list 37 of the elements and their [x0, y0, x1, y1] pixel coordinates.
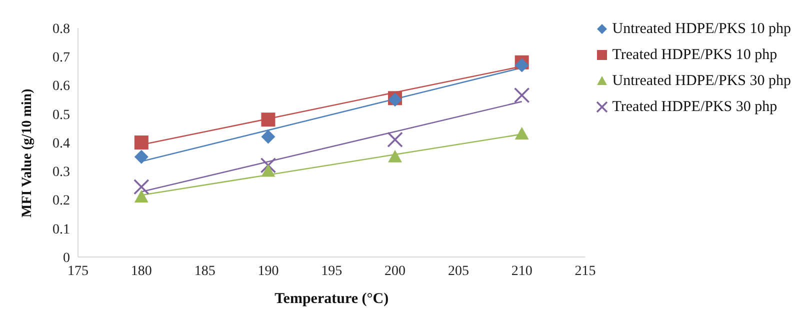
y-tick-label: 0.3 — [52, 165, 70, 180]
point — [260, 158, 276, 174]
legend-label: Treated HDPE/PKS 10 php — [612, 46, 778, 65]
x-tick-label: 180 — [130, 264, 152, 279]
point — [514, 87, 530, 104]
point — [134, 136, 148, 150]
legend-label: Untreated HDPE/PKS 10 php — [612, 20, 791, 39]
y-tick-label: 0.2 — [52, 194, 70, 209]
point — [261, 112, 276, 127]
point — [387, 132, 403, 148]
x-tick-label: 200 — [384, 264, 406, 279]
y-tick-label: 0.1 — [52, 222, 70, 238]
x-tick-label: 195 — [321, 264, 342, 279]
point — [514, 126, 529, 140]
y-tick-label: 0.4 — [52, 136, 70, 152]
legend-label: Treated HDPE/PKS 30 php — [612, 98, 778, 117]
x-tick-label: 185 — [194, 264, 216, 279]
y-tick-label: 0.7 — [52, 50, 70, 66]
point — [388, 150, 402, 162]
legend-label: Untreated HDPE/PKS 30 php — [612, 72, 791, 91]
y-tick-label: 0.5 — [52, 108, 70, 123]
y-axis-title: MFI Value (g/10 min) — [20, 88, 35, 218]
point — [514, 58, 529, 72]
y-tick-label: 0 — [63, 250, 70, 266]
x-tick-label: 175 — [68, 264, 88, 279]
x-tick-label: 190 — [258, 264, 279, 279]
x-tick-label: 205 — [448, 264, 469, 279]
y-tick-label: 0.8 — [52, 22, 70, 37]
x-tick-label: 210 — [511, 264, 532, 279]
x-tick-label: 215 — [574, 264, 596, 279]
point — [261, 164, 276, 177]
point — [134, 178, 150, 195]
point — [261, 130, 276, 144]
x-axis-title: Temperature (°C) — [274, 291, 389, 307]
y-tick-label: 0.6 — [52, 79, 70, 94]
point — [134, 150, 148, 164]
point — [134, 190, 148, 202]
